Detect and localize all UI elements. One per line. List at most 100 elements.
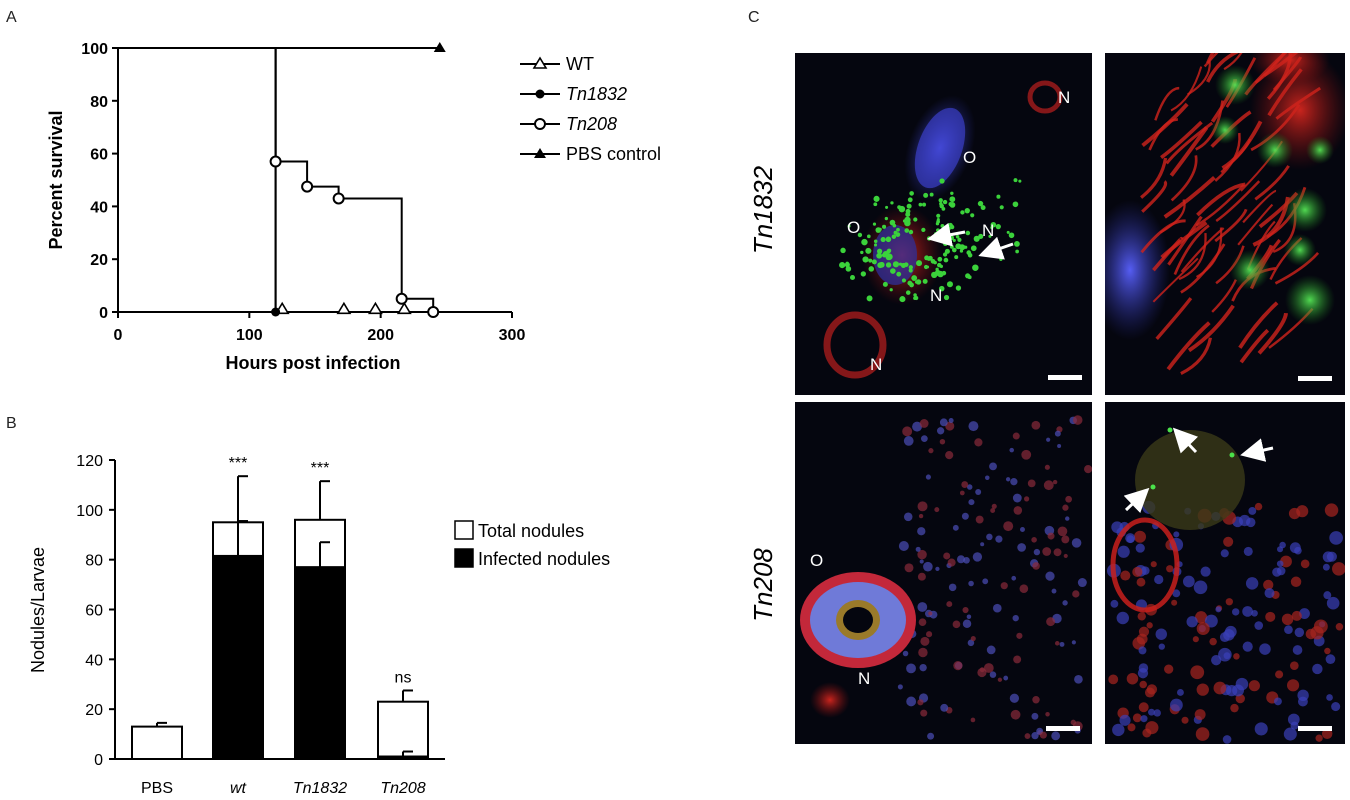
significance-label: ns [395, 669, 412, 686]
cell [1003, 521, 1014, 532]
y-tick-label: 20 [85, 702, 103, 719]
panel-letter-a: A [6, 9, 17, 26]
legend-marker [534, 148, 546, 158]
micrograph-tn208-zoom [1105, 402, 1345, 744]
fiber [1254, 165, 1290, 201]
bacterium-dot [845, 261, 849, 265]
cell [1125, 533, 1136, 544]
cell [1196, 683, 1209, 696]
cell [1047, 532, 1055, 540]
bacterium-dot [1006, 230, 1010, 234]
bacterium-dot [889, 219, 896, 226]
cell [1276, 566, 1286, 576]
fiber [1163, 175, 1216, 219]
cell [939, 438, 946, 445]
cell [1200, 566, 1211, 577]
cell [1291, 610, 1302, 621]
bacterium-dot [860, 271, 867, 277]
cell [918, 647, 928, 658]
bacterium-dot [857, 232, 863, 238]
cell [1284, 625, 1293, 634]
bacterium-dot [904, 228, 910, 233]
cell [961, 512, 969, 520]
micro-label: O [847, 218, 860, 237]
legend-label: Tn1832 [566, 84, 627, 104]
cell [934, 507, 940, 513]
survival-y-axis-title: Percent survival [46, 110, 66, 249]
fiber [1160, 220, 1208, 259]
bacterium-dot [941, 270, 947, 276]
cell [1072, 590, 1080, 598]
cell [1005, 477, 1011, 482]
cell [1059, 641, 1065, 647]
bacterium-dot [862, 256, 869, 263]
cell [1259, 643, 1271, 655]
cell [1213, 681, 1227, 695]
bacterium-dot [964, 207, 970, 214]
cell [1195, 611, 1208, 624]
cell [1117, 545, 1130, 558]
cell [1297, 689, 1309, 702]
y-tick-label: 80 [85, 553, 103, 570]
micro-label: N [930, 286, 942, 305]
bacterium-dot [970, 245, 977, 252]
bacterium-dot [972, 264, 979, 271]
cell [1054, 430, 1061, 437]
cell [1137, 612, 1146, 621]
micro-label: N [870, 355, 882, 374]
bacterium-dot [970, 213, 975, 218]
bacterium-dot [949, 202, 956, 208]
cell [1046, 617, 1056, 627]
cell [1186, 616, 1198, 628]
cell [1289, 542, 1301, 554]
y-tick-label: 100 [81, 41, 108, 58]
cell [975, 515, 984, 524]
cell [1062, 600, 1068, 606]
cell [903, 436, 914, 446]
bacterium-dot [936, 218, 940, 222]
bacterium-dot [876, 248, 883, 254]
cell [1044, 464, 1050, 470]
cell [979, 667, 985, 673]
bacterium-dot [955, 243, 962, 250]
fiber [1195, 183, 1245, 227]
micro-label: O [963, 148, 976, 167]
x-tick-label: PBS [141, 780, 173, 797]
cell [1275, 670, 1284, 679]
bacteria-cluster [1215, 65, 1255, 105]
cell [1009, 693, 1020, 703]
cell [1242, 606, 1253, 617]
cell [1254, 722, 1268, 736]
cell [983, 663, 994, 673]
bacterium-dot [947, 222, 953, 228]
cell [1062, 504, 1069, 511]
micrograph-row-label-tn1832: Tn1832 [748, 165, 778, 254]
x-tick-label: Tn1832 [293, 780, 347, 797]
legend-swatch [454, 548, 474, 568]
cell [917, 501, 928, 512]
x-tick-label: 0 [114, 327, 123, 344]
bacterium-dot [896, 271, 902, 277]
survival-point [433, 42, 446, 52]
bacterium-dot [916, 260, 923, 267]
cell [1039, 731, 1047, 739]
bacterium-dot [907, 280, 913, 286]
bar-total-tn208 [377, 700, 429, 760]
cell [1232, 608, 1240, 616]
cell [1324, 647, 1331, 655]
cell [1326, 596, 1340, 610]
legend-label: Tn208 [566, 114, 617, 134]
survival-x-axis-title: Hours post infection [226, 353, 401, 373]
cell [986, 533, 993, 541]
bacterium-dot [951, 247, 957, 253]
cell [1192, 636, 1199, 643]
cell [1045, 711, 1050, 717]
cell [948, 583, 957, 592]
y-tick-label: 0 [94, 752, 103, 769]
survival-line-wt [118, 47, 405, 313]
y-tick-label: 60 [90, 147, 108, 164]
micro-label: N [858, 669, 870, 688]
cell [1263, 579, 1274, 590]
x-tick-label: wt [230, 780, 247, 797]
cell [1182, 575, 1195, 588]
